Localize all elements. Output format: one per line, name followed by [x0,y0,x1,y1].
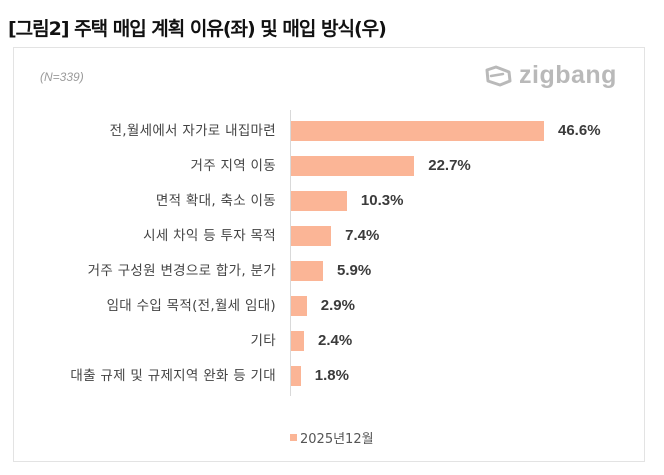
category-label: 대출 규제 및 규제지역 완화 등 기대 [70,368,276,384]
value-label: 5.9% [337,262,372,279]
category-label: 시세 차익 등 투자 목적 [143,228,276,244]
value-label: 1.8% [314,367,349,384]
legend-label: 2025년12월 [300,432,374,447]
bar [291,191,347,211]
category-label: 전,월세에서 자가로 내집마련 [109,123,276,139]
value-label: 22.7% [428,157,471,174]
category-label: 면적 확대, 축소 이동 [155,193,276,209]
bar [291,156,415,176]
logo-text: zigbang [519,61,617,89]
category-label: 기타 [250,333,276,349]
bar [291,121,544,141]
category-label: 임대 수입 목적(전,월세 임대) [106,298,276,314]
value-label: 2.4% [318,332,353,349]
value-label: 7.4% [345,227,380,244]
legend-swatch [290,434,297,441]
category-axis-line [290,110,291,396]
figure-title: [그림2] 주택 매입 계획 이유(좌) 및 매입 방식(우) [8,18,387,40]
chart-container [13,47,645,462]
legend: 2025년12월 [290,428,374,447]
value-label: 10.3% [360,192,404,209]
bar [291,261,324,281]
value-label: 2.9% [320,297,355,314]
zigbang-logo: zigbang [483,61,617,90]
bar [291,331,305,351]
bar [291,226,332,246]
category-label: 거주 구성원 변경으로 합가, 분가 [87,263,276,279]
value-label: 46.6% [558,122,601,139]
sample-size-note: (N=339) [40,70,84,84]
zigbang-logo-icon [485,65,512,86]
category-label: 거주 지역 이동 [190,158,276,174]
bar [291,296,307,316]
bar [291,366,301,386]
